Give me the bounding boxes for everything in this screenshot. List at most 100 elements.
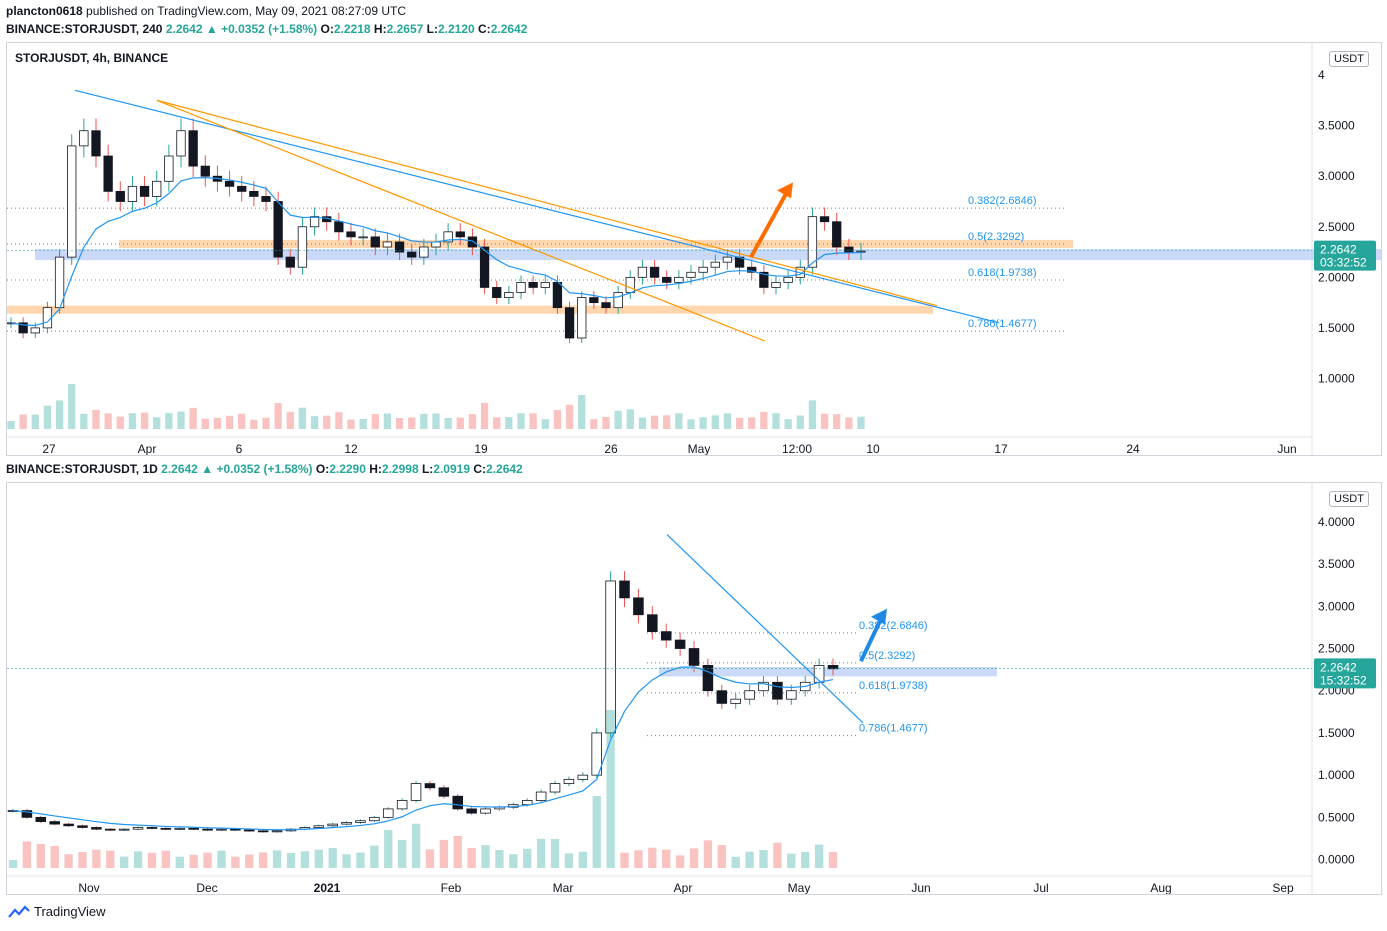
bottom-c: 2.2642 bbox=[486, 462, 523, 476]
top-candle-body bbox=[297, 226, 308, 268]
top-candle-body bbox=[18, 322, 28, 334]
bottom-volume-bar bbox=[397, 840, 407, 868]
top-h-label: H: bbox=[373, 22, 387, 36]
top-volume-bar bbox=[420, 413, 428, 429]
bottom-volume-bar bbox=[217, 850, 226, 868]
bottom-price: 2.2642 bbox=[161, 462, 198, 476]
bottom-volume-bar bbox=[120, 856, 129, 868]
top-volume-bar bbox=[565, 404, 574, 429]
bottom-o-label: O: bbox=[315, 462, 330, 476]
bottom-candle-body bbox=[327, 823, 338, 827]
top-x-tick: 10 bbox=[866, 442, 880, 455]
top-candle-body bbox=[601, 302, 611, 309]
unit-badge-bottom[interactable]: USDT bbox=[1329, 491, 1369, 507]
bottom-candle-body bbox=[424, 783, 436, 789]
top-candle-body bbox=[261, 196, 271, 202]
top-l: 2.2120 bbox=[437, 22, 475, 36]
top-volume-bar bbox=[796, 415, 804, 429]
bottom-candle-body bbox=[91, 827, 102, 830]
bottom-candle-body bbox=[160, 827, 172, 830]
top-volume-bar bbox=[529, 413, 537, 429]
top-volume-bar bbox=[153, 417, 161, 429]
chart-canvas-4h[interactable]: 1.0000 1.5000 2.0000 2.5000 3.0000 3.5000 4 27 A… bbox=[7, 43, 1381, 455]
brand-text[interactable]: TradingView bbox=[34, 904, 106, 919]
bottom-candle-body bbox=[35, 816, 47, 822]
bottom-volume-bar bbox=[231, 856, 240, 868]
top-volume-bar bbox=[784, 419, 792, 429]
top-candle-body bbox=[674, 276, 684, 283]
top-h: 2.2657 bbox=[386, 22, 424, 36]
bottom-volume-bar bbox=[745, 851, 754, 868]
bottom-volume-bar bbox=[36, 844, 45, 868]
top-volume-bar bbox=[68, 384, 76, 429]
top-symbol[interactable]: BINANCE:STORJUSDT, 240 bbox=[6, 22, 163, 36]
bottom-candle-body bbox=[132, 827, 144, 830]
top-volume-bar bbox=[250, 419, 258, 429]
top-volume-bar bbox=[456, 417, 464, 429]
top-candle-body bbox=[382, 241, 393, 248]
top-volume-bar bbox=[650, 415, 659, 429]
bottom-x-tick: Sep bbox=[1272, 881, 1294, 894]
top-volume-bar bbox=[274, 403, 282, 429]
top-y-tick: 3.5000 bbox=[1318, 119, 1355, 133]
top-volume-bar bbox=[480, 402, 489, 429]
bottom-volume-bar bbox=[536, 838, 546, 868]
bottom-candle-body bbox=[549, 783, 561, 793]
chart-canvas-1d[interactable]: 0.00000.50001.00001.50002.00002.50003.00… bbox=[7, 483, 1381, 894]
top-volume-bar bbox=[820, 413, 829, 429]
bottom-candle-body bbox=[382, 808, 394, 818]
publisher-name[interactable]: plancton0618 bbox=[6, 4, 83, 18]
top-volume-bar bbox=[602, 417, 610, 429]
top-candle-body bbox=[698, 266, 708, 273]
top-x-tick: 17 bbox=[994, 442, 1008, 455]
top-y-tick: 3.0000 bbox=[1318, 169, 1355, 183]
bottom-candle-body bbox=[633, 597, 644, 616]
bottom-symbol[interactable]: BINANCE:STORJUSDT, 1D bbox=[6, 462, 158, 476]
top-volume-bar bbox=[359, 419, 367, 429]
top-y-tick: 4 bbox=[1318, 68, 1325, 82]
chart-title-4h: STORJUSDT, 4h, BINANCE bbox=[15, 51, 169, 65]
bottom-volume-bar bbox=[648, 847, 657, 868]
top-y-tick: 1.5000 bbox=[1318, 321, 1355, 335]
top-x-tick: May bbox=[688, 442, 711, 455]
bottom-volume-bar bbox=[161, 850, 171, 868]
bottom-volume-bar bbox=[453, 836, 462, 868]
tradingview-logo-icon[interactable] bbox=[8, 904, 30, 919]
bottom-o: 2.2290 bbox=[329, 462, 366, 476]
top-candle-body bbox=[79, 130, 89, 147]
bottom-volume-bar bbox=[787, 853, 796, 868]
bottom-volume-bar bbox=[328, 848, 337, 868]
bottom-volume-bar bbox=[481, 845, 490, 868]
top-volume-bar bbox=[675, 413, 683, 429]
bottom-candle-body bbox=[396, 800, 408, 810]
top-volume-bar bbox=[189, 407, 197, 429]
bottom-volume-bar bbox=[411, 823, 421, 868]
chart-panel-4h[interactable]: 1.0000 1.5000 2.0000 2.5000 3.0000 3.5000 4 27 A… bbox=[6, 42, 1382, 456]
bottom-volume-bar bbox=[731, 856, 740, 868]
top-o: 2.2218 bbox=[333, 22, 371, 36]
unit-badge-top[interactable]: USDT bbox=[1329, 51, 1369, 67]
bottom-last-price-text: 2.2642 bbox=[1320, 660, 1357, 674]
top-candle-body bbox=[103, 155, 113, 192]
top-candle-body bbox=[759, 271, 769, 288]
bottom-volume-bar bbox=[439, 839, 449, 868]
top-volume-bar bbox=[833, 414, 841, 429]
bottom-candle-body bbox=[480, 808, 491, 814]
bottom-volume-bar bbox=[314, 849, 323, 868]
chart-panel-1d[interactable]: 0.0000 0.5000 1.0000 1.5000 2.0000 2.5000 3.00… bbox=[6, 482, 1382, 895]
top-candle-body bbox=[577, 297, 587, 339]
bottom-volume-bar bbox=[801, 852, 810, 868]
top-x-tick: Apr bbox=[138, 442, 157, 455]
bottom-volume-bar bbox=[78, 852, 87, 868]
top-volume-bar bbox=[735, 417, 744, 429]
top-fib-label: 0.5(2.3292) bbox=[968, 231, 1024, 243]
bottom-volume-bar bbox=[620, 852, 629, 868]
top-volume-bar bbox=[723, 413, 732, 429]
top-candle-body bbox=[504, 292, 514, 298]
bottom-y-tick: 1.0000 bbox=[1318, 768, 1355, 782]
top-volume-bar bbox=[104, 413, 112, 429]
bottom-fib-label: 0.618(1.9738) bbox=[859, 680, 928, 692]
top-volume-bar bbox=[383, 413, 392, 429]
top-candle-body bbox=[273, 201, 283, 258]
top-candle-body bbox=[564, 307, 575, 339]
